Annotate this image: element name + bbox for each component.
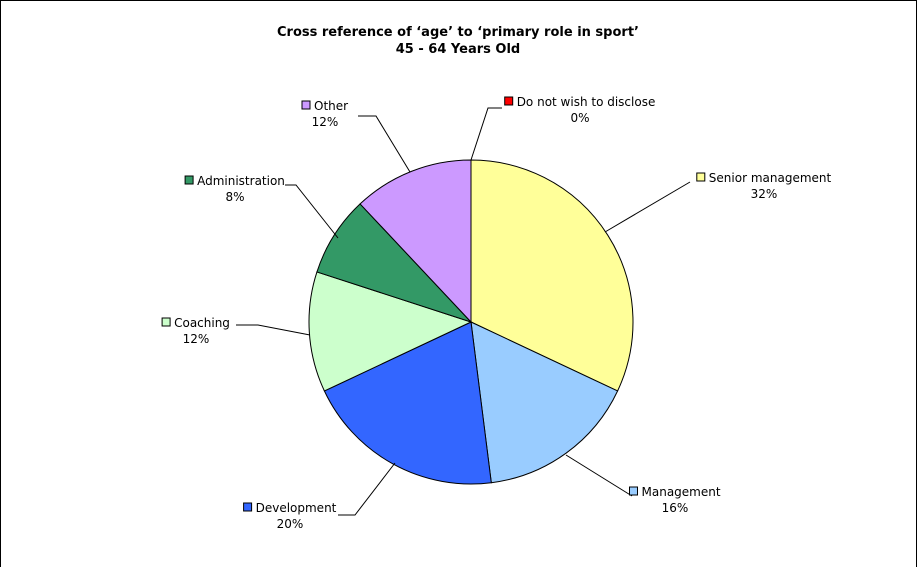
leader-line-senior-management	[604, 181, 691, 233]
leader-line-administration	[285, 184, 339, 239]
legend-key-senior-management	[696, 172, 706, 182]
pie-slice-coaching	[308, 271, 473, 392]
leader-line-do-not-wish-to-disclose	[470, 107, 502, 161]
slice-label-do-not-wish-to-disclose: Do not wish to disclose	[517, 95, 656, 109]
slice-label-development: Development	[256, 501, 337, 515]
pie-slice-senior-management	[470, 159, 634, 392]
legend-key-do-not-wish-to-disclose	[504, 96, 514, 106]
pie-slice-management	[470, 321, 619, 484]
chart-title: Cross reference of ‘age’ to ‘primary rol…	[277, 25, 639, 40]
leader-line-other	[358, 115, 411, 173]
legend-key-management	[629, 486, 638, 496]
slice-label-management: Management	[642, 485, 721, 499]
legend-key-development	[243, 502, 253, 512]
leader-line-coaching	[236, 324, 311, 336]
slice-percent-administration: 8%	[225, 190, 244, 204]
slice-percent-coaching: 12%	[183, 332, 210, 346]
legend-key-coaching	[161, 317, 171, 327]
slice-label-senior-management: Senior management	[709, 171, 832, 185]
pie-slice-development	[323, 321, 492, 485]
leader-line-management	[565, 454, 633, 497]
slice-percent-senior-management: 32%	[751, 187, 778, 201]
slice-label-coaching: Coaching	[174, 316, 230, 330]
pie-slice-other	[359, 159, 472, 324]
leader-line-development	[338, 462, 396, 516]
legend-key-administration	[184, 175, 194, 185]
slice-percent-other: 12%	[312, 115, 339, 129]
chart-subtitle: 45 - 64 Years Old	[396, 42, 520, 57]
slice-percent-development: 20%	[277, 517, 304, 531]
slice-percent-do-not-wish-to-disclose: 0%	[570, 111, 589, 125]
slice-percent-management: 16%	[662, 501, 689, 515]
slice-label-other: Other	[314, 99, 348, 113]
legend-key-other	[301, 100, 311, 110]
slice-label-administration: Administration	[197, 174, 285, 188]
